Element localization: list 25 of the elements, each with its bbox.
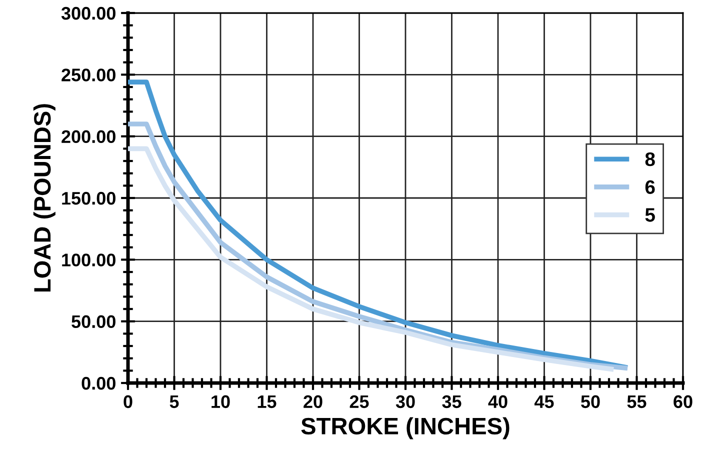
y-tick-label: 250.00: [62, 68, 116, 82]
x-tick-label: 50: [581, 395, 600, 408]
x-tick-label: 20: [304, 395, 322, 408]
x-tick-label: 15: [258, 395, 276, 408]
x-tick-label: 30: [396, 395, 415, 408]
y-tick-label: 0.00: [82, 376, 116, 390]
x-tick-label: 0: [124, 395, 132, 408]
y-tick-label: 100.00: [62, 254, 116, 266]
legend-label: 8: [645, 152, 655, 166]
x-tick-label: 40: [488, 395, 508, 408]
y-axis-title: LOAD (POUNDS): [33, 104, 56, 292]
x-tick-label: 60: [674, 395, 692, 408]
legend-label: 5: [645, 208, 655, 222]
x-tick-label: 45: [534, 395, 554, 408]
y-tick-label: 150.00: [62, 192, 116, 205]
y-tick-label: 300.00: [61, 6, 116, 20]
y-tick-label: 50.00: [72, 315, 116, 328]
x-tick-label: 25: [350, 395, 369, 408]
x-tick-label: 55: [627, 395, 646, 408]
x-tick-label: 10: [212, 395, 230, 408]
y-tick-label: 200.00: [62, 130, 116, 144]
x-tick-label: 35: [442, 395, 462, 408]
legend-label: 6: [645, 180, 655, 194]
x-axis-title: STROKE (INCHES): [301, 417, 510, 440]
x-tick-label: 5: [170, 395, 179, 408]
